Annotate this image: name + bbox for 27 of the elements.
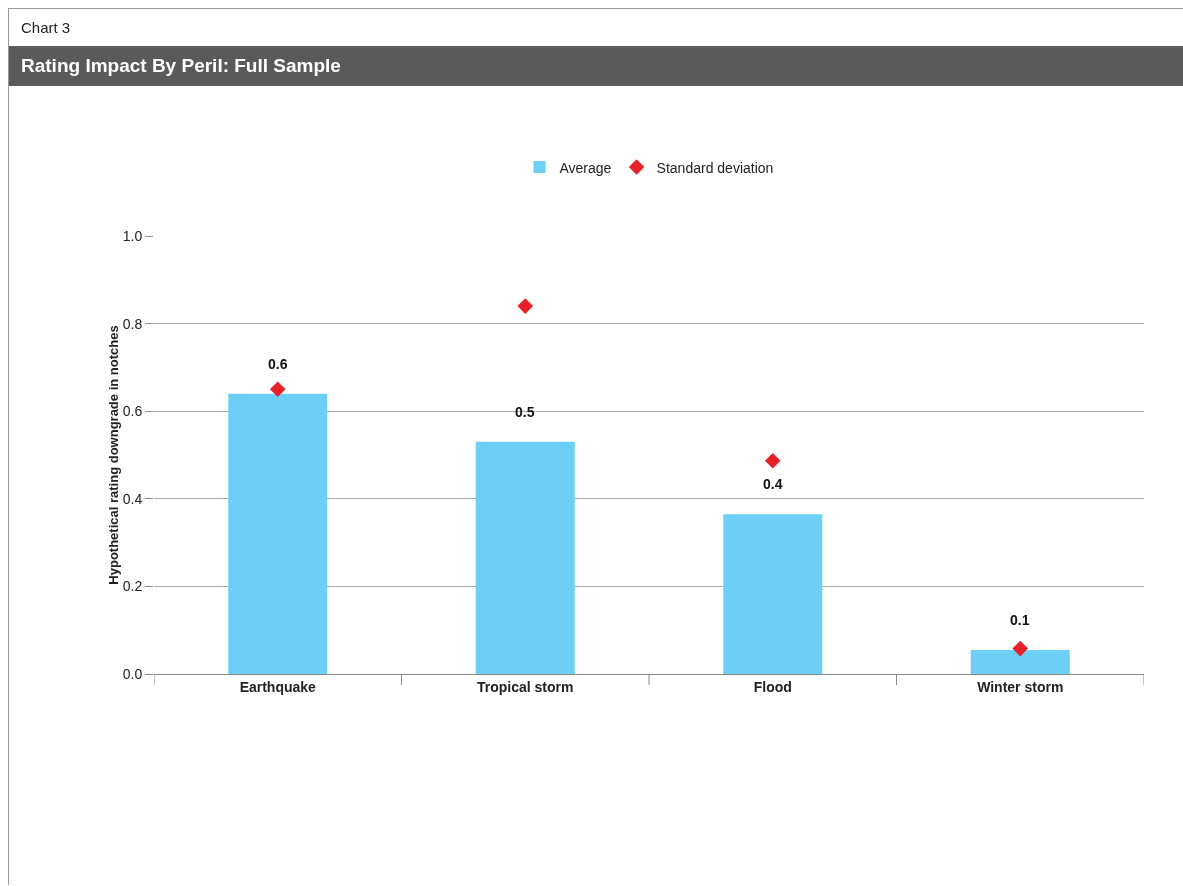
y-tick-label: 0.2 (122, 578, 143, 595)
caption: Chart 3 (20, 18, 72, 38)
y-tick-label: 0.4 (122, 490, 143, 507)
bar (475, 441, 575, 674)
data-label: 0.5 (515, 404, 535, 420)
x-tick-label: Winter storm (977, 678, 1064, 695)
point (269, 381, 286, 398)
point (764, 452, 781, 469)
point (517, 298, 534, 314)
point (1012, 640, 1029, 657)
x-tick-label: Flood (753, 678, 792, 695)
y-tick-label: 0.0 (122, 665, 143, 682)
y-tick-label: 0.6 (122, 403, 143, 420)
legend-label: Average (559, 159, 612, 176)
bar (228, 393, 328, 674)
x-tick-label: Tropical storm (477, 678, 574, 695)
data-label: 0.6 (268, 356, 288, 372)
legend-label: Standard deviation (656, 159, 774, 176)
data-label: 0.1 (1010, 612, 1030, 628)
bar (723, 514, 823, 674)
y-tick-label: 0.8 (122, 315, 143, 332)
chart-title: Rating Impact By Peril: Full Sample (9, 46, 1183, 86)
y-tick-label: 1.0 (122, 227, 143, 244)
data-label: 0.4 (763, 476, 783, 492)
x-tick-label: Earthquake (239, 678, 317, 695)
bar (970, 649, 1070, 674)
y-axis-title: Hypothetical rating downgrade in notches (105, 325, 121, 585)
